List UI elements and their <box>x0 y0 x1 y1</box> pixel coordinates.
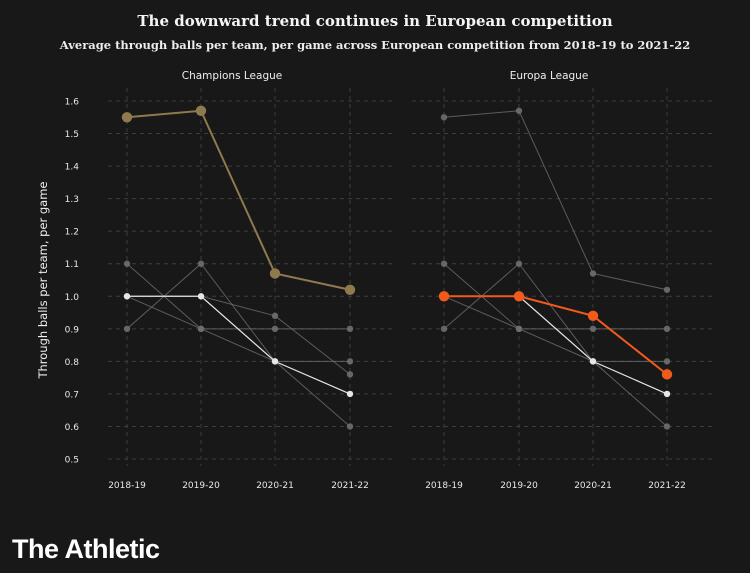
series-line <box>443 110 668 291</box>
y-tick-label: 0.9 <box>65 325 80 335</box>
data-point <box>197 325 205 333</box>
data-point <box>346 371 354 378</box>
y-tick-label: 1.3 <box>65 195 79 205</box>
y-tick-label: 0.5 <box>65 456 79 466</box>
y-tick-label: 1.2 <box>65 228 79 238</box>
data-point <box>663 325 671 333</box>
series-line <box>444 295 668 376</box>
data-point <box>197 260 205 267</box>
y-tick-label: 1.6 <box>65 98 80 108</box>
x-tick-label: 2019-20 <box>182 481 220 491</box>
panel-title: Europa League <box>510 70 589 82</box>
data-point <box>663 286 671 293</box>
data-point <box>123 325 131 333</box>
x-tick-label: 2019-20 <box>500 481 538 491</box>
brand-logo: The Athletic <box>12 534 160 564</box>
data-point <box>440 325 448 333</box>
data-point <box>438 291 450 302</box>
data-point <box>346 358 354 365</box>
data-point <box>271 325 279 333</box>
x-tick-label: 2018-19 <box>425 481 463 491</box>
data-point <box>663 390 671 398</box>
series-line <box>126 295 351 427</box>
data-point <box>589 270 597 277</box>
data-point <box>515 325 523 333</box>
y-tick-label: 0.8 <box>65 358 80 368</box>
data-point <box>513 291 525 302</box>
data-point <box>344 284 356 295</box>
y-tick-label: 0.6 <box>65 423 80 433</box>
data-point <box>269 268 281 279</box>
x-tick-label: 2020-21 <box>256 481 294 491</box>
data-point <box>271 358 279 365</box>
data-point <box>346 325 354 333</box>
y-tick-label: 1.1 <box>65 260 79 270</box>
data-point <box>123 293 131 300</box>
data-point <box>195 105 207 116</box>
x-tick-label: 2021-22 <box>331 481 369 491</box>
data-point <box>197 293 205 300</box>
chart-subtitle: Average through balls per team, per game… <box>59 38 691 52</box>
data-point <box>663 423 671 430</box>
data-point <box>346 390 354 398</box>
y-tick-label: 1.4 <box>65 163 80 173</box>
x-tick-label: 2018-19 <box>108 481 146 491</box>
data-point <box>589 358 597 365</box>
series-line <box>126 109 351 291</box>
data-point <box>123 260 131 267</box>
data-point <box>440 260 448 267</box>
data-point <box>515 260 523 267</box>
series-line <box>127 295 351 375</box>
data-point <box>346 423 354 430</box>
y-tick-label: 1.5 <box>65 130 79 140</box>
series-line <box>127 295 351 395</box>
x-tick-label: 2021-22 <box>648 481 686 491</box>
x-tick-label: 2020-21 <box>574 481 612 491</box>
data-point <box>587 310 599 321</box>
data-point <box>440 114 448 121</box>
y-axis-label: Through balls per team, per game <box>36 181 50 379</box>
series-line <box>443 295 668 427</box>
chart-title: The downward trend continues in European… <box>137 12 613 30</box>
data-point <box>589 325 597 333</box>
data-point <box>661 369 673 380</box>
series-line <box>126 262 350 362</box>
y-tick-label: 1.0 <box>65 293 80 303</box>
data-point <box>271 312 279 319</box>
data-point <box>515 107 523 114</box>
data-point <box>121 112 133 123</box>
panel-title: Champions League <box>182 70 282 82</box>
data-point <box>663 358 671 365</box>
y-tick-label: 0.7 <box>65 390 79 400</box>
